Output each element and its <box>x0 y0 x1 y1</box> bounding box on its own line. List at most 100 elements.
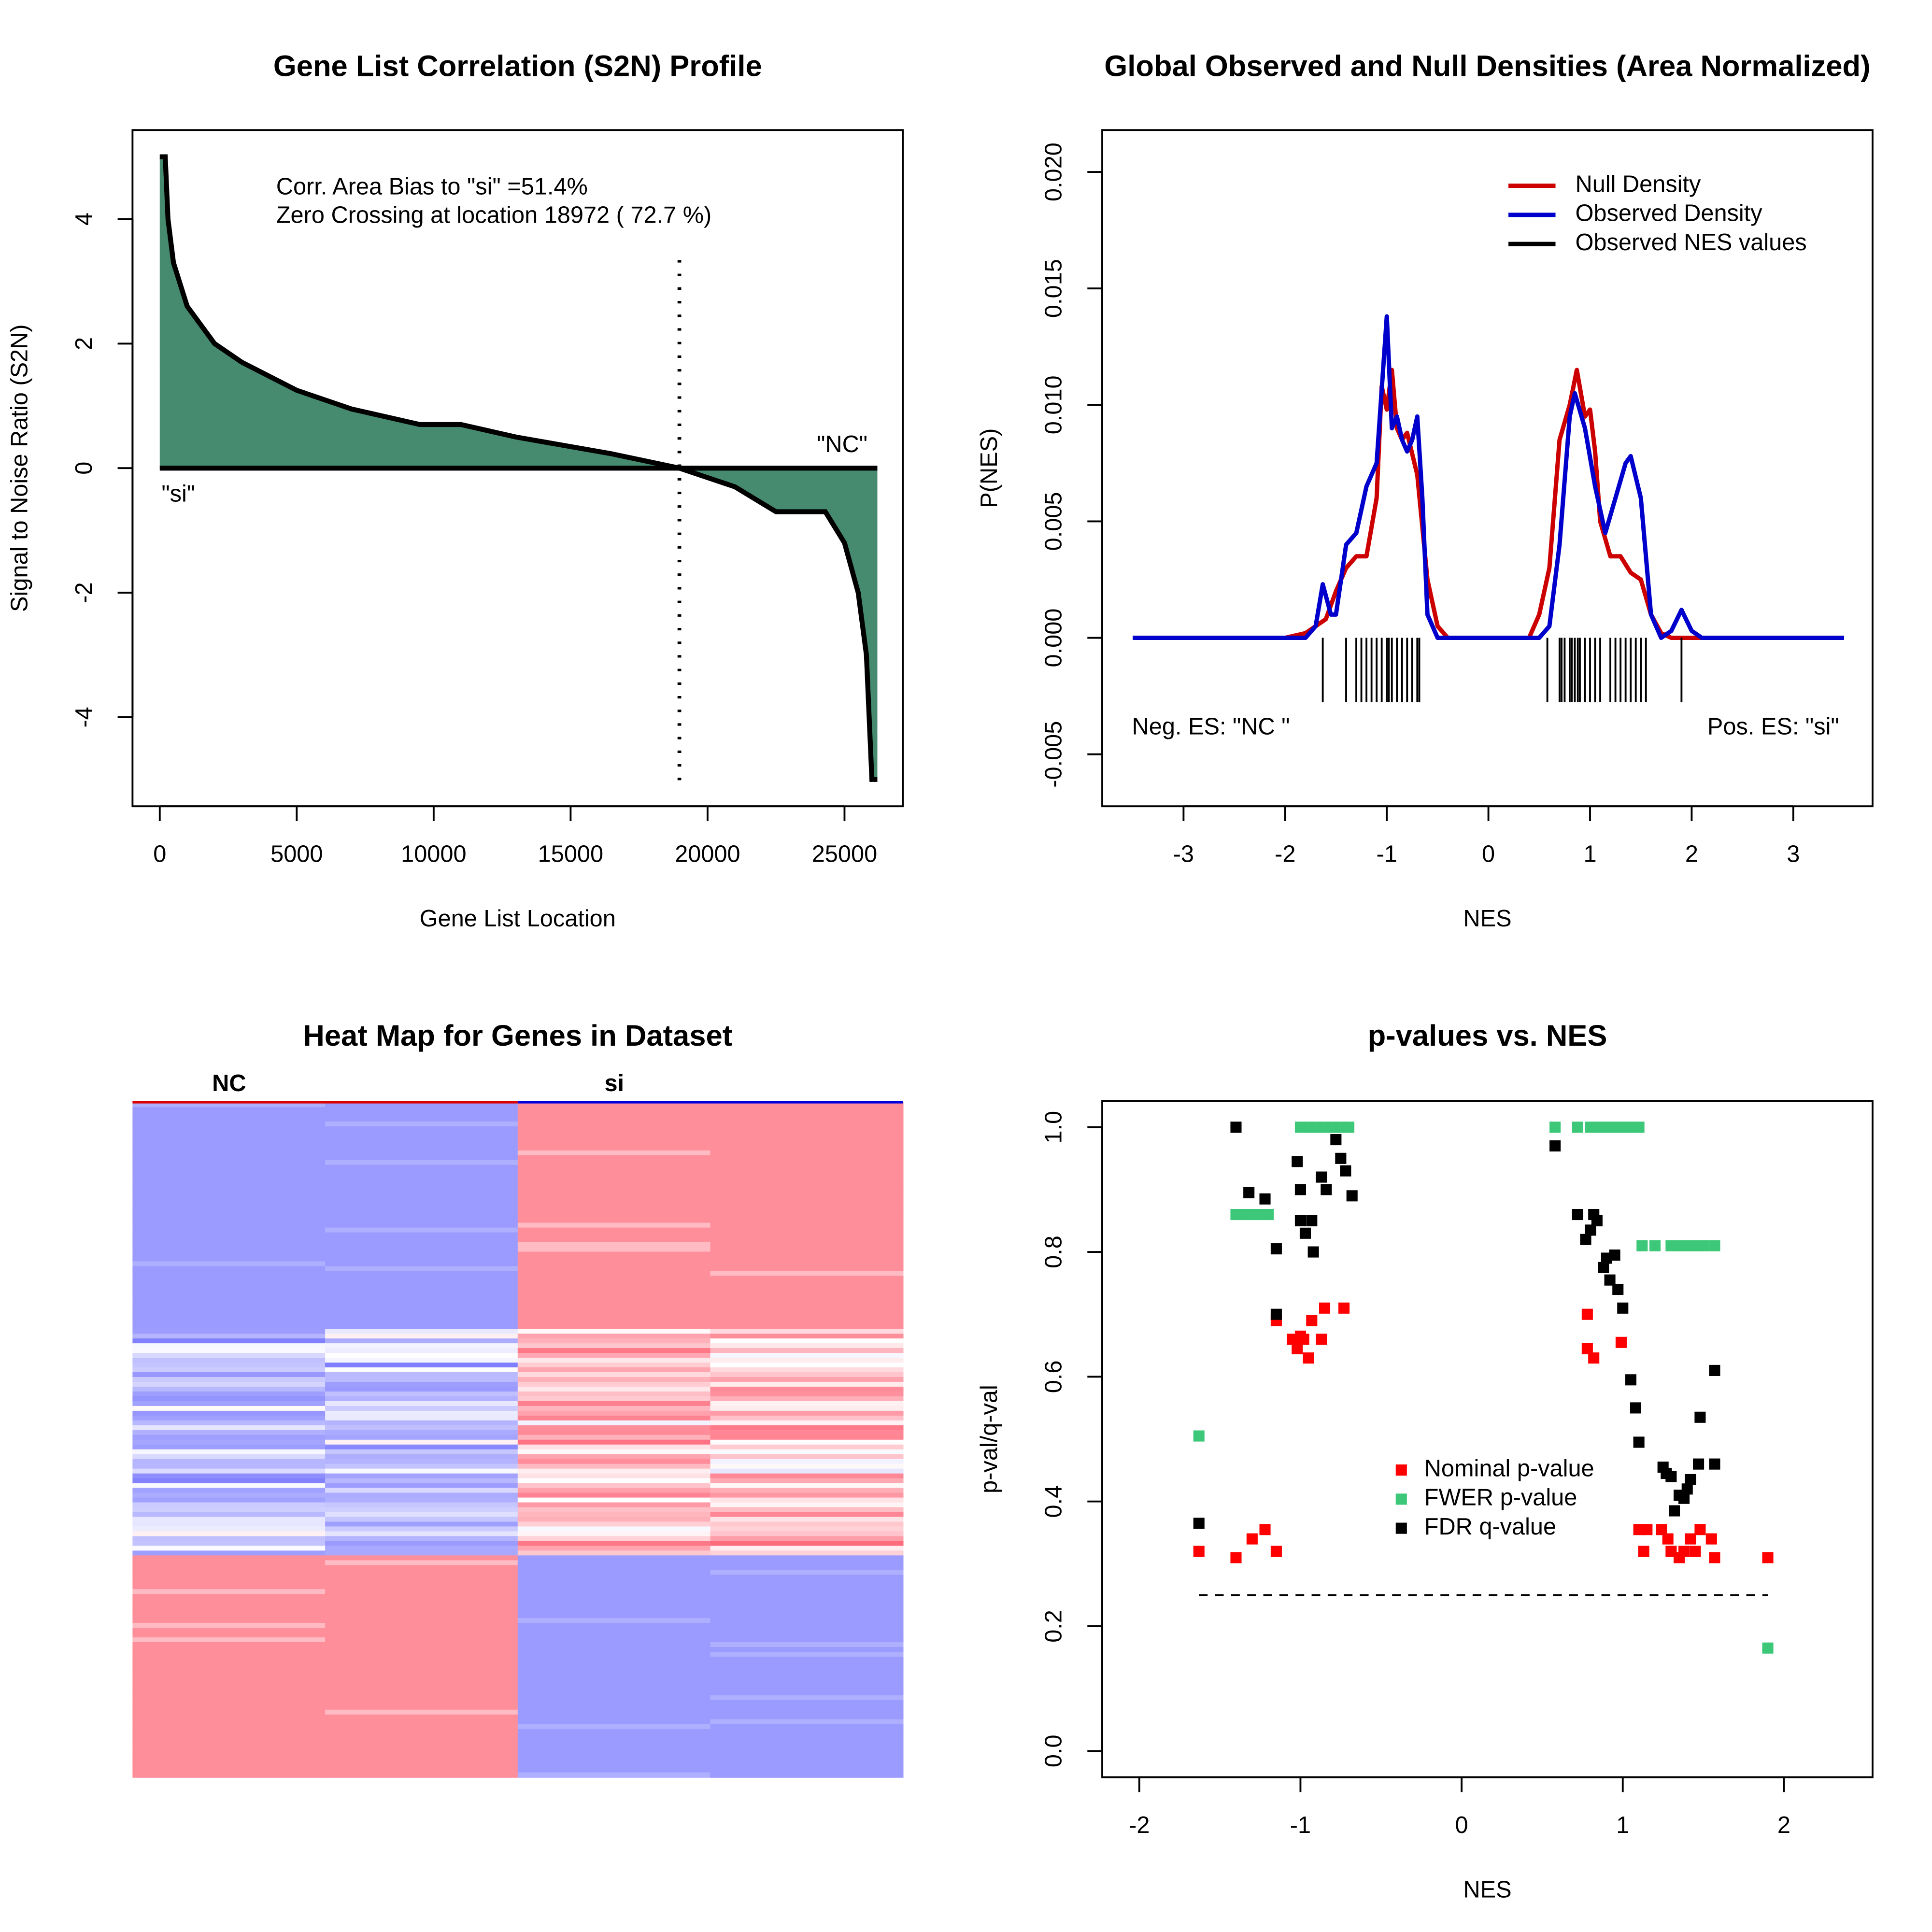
heatmap-cell <box>132 1656 326 1662</box>
heatmap-cell <box>132 1623 326 1629</box>
heatmap-cell <box>517 1685 711 1691</box>
point <box>1246 1533 1258 1545</box>
heatmap-cell <box>325 1753 519 1759</box>
heatmap-cell <box>517 1266 711 1272</box>
heatmap-cell <box>710 1680 904 1687</box>
heatmap-cell <box>325 1247 519 1252</box>
heatmap-cell <box>132 1165 326 1171</box>
annotation: "si" <box>161 481 195 507</box>
y-tick-label: 0 <box>71 462 97 475</box>
heatmap-cell <box>710 1251 904 1257</box>
heatmap-cell <box>325 1463 519 1469</box>
heatmap-cell <box>132 1680 326 1687</box>
y-axis-label: P(NES) <box>976 428 1002 508</box>
heatmap-cell <box>517 1468 711 1474</box>
heatmap-cell <box>517 1618 711 1624</box>
heatmap-cell <box>325 1261 519 1267</box>
heatmap-cell <box>325 1174 519 1180</box>
heatmap-cell <box>710 1386 904 1392</box>
heatmap-cell <box>517 1295 711 1301</box>
heatmap-cell <box>325 1512 519 1518</box>
legend-label: Observed Density <box>1576 200 1763 227</box>
heatmap-cell <box>132 1733 326 1739</box>
heatmap-cell <box>710 1478 904 1484</box>
heatmap-cell <box>325 1160 519 1166</box>
heatmap-cell <box>325 1555 519 1561</box>
heatmap-cell <box>132 1160 326 1166</box>
heatmap-cell <box>710 1541 904 1547</box>
heatmap-cell <box>132 1541 326 1547</box>
heatmap-cell <box>132 1492 326 1498</box>
x-tick-label: -1 <box>1377 841 1397 867</box>
x-tick-label: -1 <box>1290 1812 1311 1838</box>
point <box>1588 1352 1600 1364</box>
heatmap-cell <box>517 1656 711 1662</box>
heatmap-cell <box>710 1381 904 1388</box>
heatmap-cell <box>325 1266 519 1272</box>
heatmap-cell <box>517 1319 711 1325</box>
y-tick-label: 0.0 <box>1040 1734 1066 1767</box>
heatmap-cell <box>325 1126 519 1132</box>
heatmap-cell <box>132 1324 326 1330</box>
legend-swatch <box>1395 1464 1407 1476</box>
heatmap-cell <box>710 1584 904 1590</box>
heatmap-cell <box>132 1570 326 1576</box>
heatmap-cell <box>132 1439 326 1446</box>
heatmap-cell <box>710 1174 904 1180</box>
heatmap-cell <box>710 1671 904 1677</box>
heatmap-cell <box>710 1107 904 1113</box>
heatmap-cell <box>132 1169 326 1176</box>
heatmap-cell <box>710 1608 904 1614</box>
point <box>1306 1315 1318 1326</box>
point <box>1299 1227 1311 1239</box>
point <box>1581 1343 1593 1354</box>
heatmap-cell <box>132 1300 326 1306</box>
heatmap-cell <box>710 1116 904 1122</box>
heatmap-cell <box>517 1628 711 1634</box>
heatmap-cell <box>325 1420 519 1426</box>
heatmap-cell <box>710 1377 904 1383</box>
point <box>1316 1334 1327 1345</box>
heatmap-cell <box>517 1280 711 1286</box>
point <box>1609 1249 1620 1261</box>
heatmap-cell <box>710 1618 904 1624</box>
point <box>1641 1524 1653 1535</box>
heatmap-cell <box>517 1647 711 1653</box>
heatmap-cell <box>710 1276 904 1281</box>
heatmap-cell <box>132 1410 326 1417</box>
heatmap-cell <box>325 1758 519 1763</box>
heatmap-cell <box>517 1579 711 1585</box>
heatmap-cell <box>517 1314 711 1320</box>
heatmap-cell <box>325 1589 519 1595</box>
heatmap-cell <box>132 1319 326 1325</box>
heatmap-cell <box>132 1276 326 1281</box>
heatmap-cell <box>325 1748 519 1754</box>
point <box>1581 1308 1593 1320</box>
heatmap-cell <box>517 1305 711 1310</box>
heatmap-cell <box>325 1276 519 1281</box>
heatmap-cell <box>132 1309 326 1315</box>
heatmap-cell <box>517 1410 711 1417</box>
heatmap-cell <box>132 1521 326 1527</box>
heatmap-cell <box>132 1507 326 1513</box>
heatmap-cell <box>325 1280 519 1286</box>
heatmap-cell <box>132 1676 326 1682</box>
heatmap-cell <box>132 1136 326 1142</box>
heatmap-cell <box>325 1478 519 1484</box>
heatmap-cell <box>132 1671 326 1677</box>
heatmap-cell <box>132 1584 326 1590</box>
x-tick-label: 2 <box>1777 1812 1790 1838</box>
point <box>1306 1215 1318 1226</box>
heatmap-cell <box>710 1473 904 1479</box>
heatmap-cell <box>325 1517 519 1522</box>
heatmap-cell <box>325 1492 519 1498</box>
heatmap-cell <box>325 1396 519 1402</box>
heatmap-cell <box>710 1642 904 1648</box>
heatmap-cell <box>710 1656 904 1662</box>
heatmap-cell <box>325 1165 519 1171</box>
heatmap-cell <box>517 1705 711 1711</box>
heatmap-cell <box>710 1160 904 1166</box>
heatmap-cell <box>132 1367 326 1373</box>
heatmap-cell <box>517 1633 711 1638</box>
heatmap-cell <box>710 1396 904 1402</box>
